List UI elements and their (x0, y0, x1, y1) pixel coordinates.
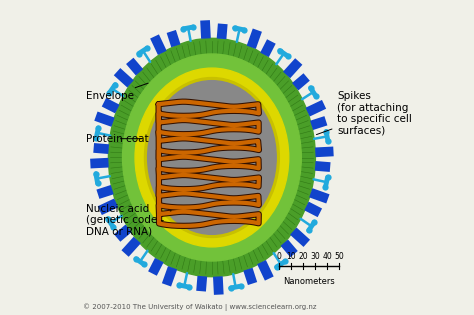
Text: 50: 50 (334, 252, 344, 261)
Text: 40: 40 (322, 252, 332, 261)
Text: Protein coat: Protein coat (86, 134, 149, 144)
Text: © 2007-2010 The University of Waikato | www.sciencelearn.org.nz: © 2007-2010 The University of Waikato | … (83, 303, 317, 311)
Text: 10: 10 (286, 252, 296, 261)
Ellipse shape (135, 68, 289, 247)
Text: 30: 30 (310, 252, 320, 261)
Text: Envelope: Envelope (86, 83, 148, 101)
Text: Nanometers: Nanometers (283, 277, 335, 286)
Text: Nucleic acid
(genetic code -
DNA or RNA): Nucleic acid (genetic code - DNA or RNA) (86, 203, 171, 237)
Text: 0: 0 (277, 252, 282, 261)
Ellipse shape (123, 54, 301, 261)
Text: Spikes
(for attaching
to specific cell
surfaces): Spikes (for attaching to specific cell s… (317, 91, 412, 136)
Ellipse shape (109, 38, 315, 277)
Ellipse shape (145, 77, 279, 238)
Text: 20: 20 (298, 252, 308, 261)
Ellipse shape (147, 81, 276, 234)
